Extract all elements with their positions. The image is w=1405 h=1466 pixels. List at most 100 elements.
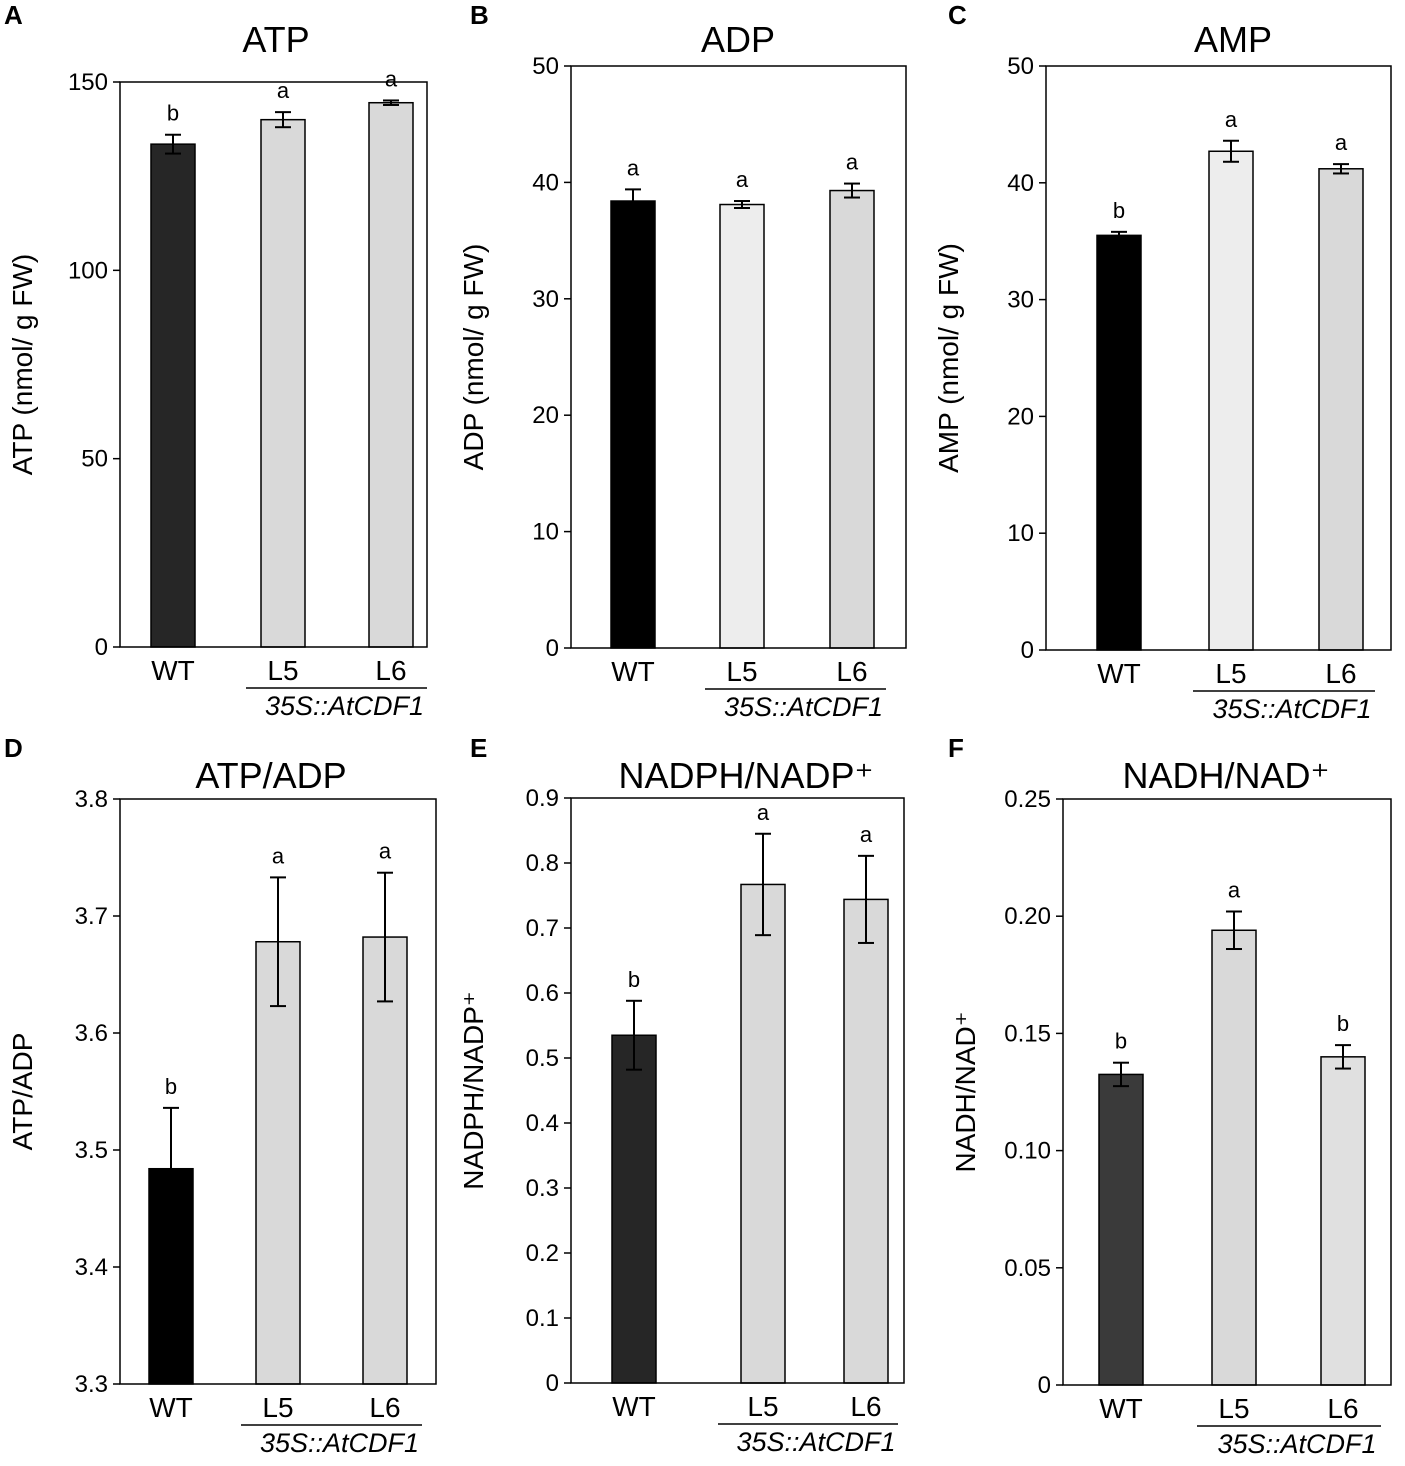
- y-tick-label: 0.10: [1004, 1138, 1051, 1165]
- category-label: L5: [267, 655, 298, 686]
- significance-letter: a: [757, 800, 770, 825]
- y-tick-label: 0.4: [526, 1110, 559, 1137]
- y-tick-label: 0: [546, 635, 559, 662]
- category-label: L6: [369, 1392, 400, 1423]
- y-tick-label: 0.5: [526, 1045, 559, 1072]
- error-bar: [163, 1106, 179, 1231]
- error-bar: [734, 200, 750, 210]
- y-tick-label: 0.7: [526, 915, 559, 942]
- y-tick-label: 3.3: [75, 1371, 108, 1398]
- bar-l5: [260, 118, 306, 648]
- category-label: WT: [612, 1391, 656, 1422]
- category-label: L6: [1325, 658, 1356, 689]
- chart-title: AMP: [1194, 19, 1272, 60]
- bar-wt: [611, 1034, 657, 1384]
- y-tick-label: 40: [1007, 170, 1034, 197]
- bar-l6: [368, 101, 414, 648]
- y-tick-label: 3.6: [75, 1020, 108, 1047]
- panel-letter: C: [948, 0, 967, 30]
- category-label: L6: [836, 656, 867, 687]
- significance-letter: a: [1228, 878, 1241, 903]
- bar-l5: [255, 940, 301, 1385]
- error-bar: [377, 871, 393, 1003]
- panel-e: E NADPH/NADP⁺ NADPH/NADP⁺ 0 0.1 0.2 0.3 0.4 0.5 0…: [458, 733, 905, 1457]
- bar-l6: [1320, 1056, 1366, 1386]
- panel-f: F NADH/NAD⁺ NADH/NAD⁺ 0 0.05 0.10 0.15 0.20 0.25…: [948, 733, 1392, 1459]
- category-label: WT: [151, 655, 195, 686]
- error-bar: [383, 99, 399, 106]
- significance-letter: a: [860, 822, 873, 847]
- significance-letter: b: [1115, 1029, 1127, 1054]
- group-label: 35S::AtCDF1: [724, 692, 883, 722]
- bar-l6: [843, 898, 889, 1384]
- significance-letter: a: [277, 78, 290, 103]
- category-label: L5: [726, 656, 757, 687]
- y-tick-label: 0.6: [526, 980, 559, 1007]
- y-tick-label: 30: [1007, 287, 1034, 314]
- error-bar: [625, 188, 641, 214]
- y-tick-label: 0.25: [1004, 786, 1051, 813]
- y-tick-label: 0.1: [526, 1305, 559, 1332]
- panel-c: C AMP AMP (nmol/ g FW) 0 10 20 30 40 50 b WT a L5 a L6…: [933, 0, 1392, 724]
- category-label: L6: [1327, 1393, 1358, 1424]
- y-tick-label: 150: [68, 69, 108, 96]
- error-bar: [755, 832, 771, 937]
- y-tick-label: 10: [532, 519, 559, 546]
- y-axis-label: ATP (nmol/ g FW): [7, 254, 38, 475]
- bar-l6: [829, 189, 875, 649]
- significance-letter: a: [1225, 107, 1238, 132]
- y-tick-label: 50: [81, 446, 108, 473]
- y-tick-label: 50: [532, 53, 559, 80]
- bar-l5: [740, 883, 786, 1384]
- error-bar: [270, 876, 286, 1008]
- significance-letter: b: [165, 1074, 177, 1099]
- category-label: L5: [1218, 1393, 1249, 1424]
- bar-l5: [719, 203, 765, 649]
- y-tick-label: 3.5: [75, 1137, 108, 1164]
- plot-frame: [119, 798, 437, 1385]
- bar-l6: [1318, 168, 1364, 651]
- y-axis-label: ATP/ADP: [7, 1033, 38, 1151]
- y-axis-label: ADP (nmol/ g FW): [458, 244, 489, 471]
- plot-frame: [570, 797, 905, 1384]
- chart-title: ATP: [242, 19, 309, 60]
- y-tick-label: 10: [1007, 520, 1034, 547]
- y-tick-label: 0.3: [526, 1175, 559, 1202]
- y-axis-label: NADH/NAD⁺: [950, 1011, 981, 1172]
- panel-letter: D: [4, 733, 23, 763]
- category-label: L6: [375, 655, 406, 686]
- significance-letter: b: [167, 101, 179, 126]
- y-tick-label: 0: [1038, 1372, 1051, 1399]
- y-tick-label: 20: [532, 402, 559, 429]
- bar-l5: [1208, 150, 1254, 651]
- y-tick-label: 20: [1007, 403, 1034, 430]
- significance-letter: a: [627, 155, 640, 180]
- panel-letter: E: [470, 733, 487, 763]
- bar-l5: [1211, 929, 1257, 1386]
- group-label: 35S::AtCDF1: [265, 691, 424, 721]
- y-axis-label: NADPH/NADP⁺: [458, 991, 489, 1189]
- chart-title: NADH/NAD⁺: [1122, 755, 1329, 796]
- category-label: WT: [1099, 1393, 1143, 1424]
- chart-title: ADP: [701, 19, 775, 60]
- y-tick-label: 3.4: [75, 1254, 108, 1281]
- category-label: WT: [149, 1392, 193, 1423]
- group-label: 35S::AtCDF1: [1212, 694, 1371, 724]
- chart-title: NADPH/NADP⁺: [618, 755, 873, 796]
- significance-letter: b: [1113, 198, 1125, 223]
- significance-letter: a: [272, 843, 285, 868]
- significance-letter: a: [1335, 130, 1348, 155]
- panel-letter: B: [470, 0, 489, 30]
- error-bar: [165, 133, 181, 155]
- chart-title: ATP/ADP: [195, 755, 346, 796]
- category-label: L5: [747, 1391, 778, 1422]
- significance-letter: a: [385, 66, 398, 91]
- plot-frame: [1062, 798, 1392, 1386]
- category-label: L6: [850, 1391, 881, 1422]
- y-tick-label: 0: [1021, 637, 1034, 664]
- y-tick-label: 100: [68, 257, 108, 284]
- category-label: L5: [1215, 658, 1246, 689]
- y-tick-label: 0.20: [1004, 903, 1051, 930]
- significance-letter: a: [736, 167, 749, 192]
